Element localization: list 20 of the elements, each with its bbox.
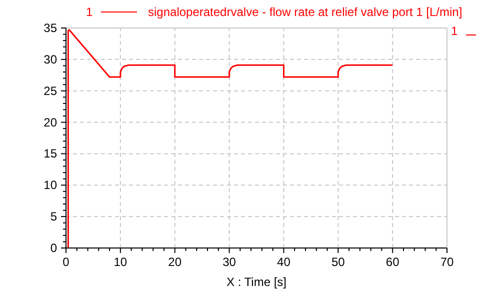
x-tick-label: 10: [114, 255, 128, 269]
x-tick-label: 50: [331, 255, 346, 269]
legend-title: 1: [451, 24, 458, 38]
y-tick-label: 30: [44, 52, 58, 66]
x-tick-label: 20: [168, 255, 182, 269]
y-tick-label: 15: [44, 146, 58, 161]
x-tick-label: 70: [440, 255, 454, 269]
y-tick-label: 35: [44, 21, 58, 35]
x-tick-label: 40: [277, 255, 291, 269]
x-tick-label: 0: [62, 255, 70, 269]
x-tick-label: 60: [386, 255, 400, 269]
y-tick-label: 20: [44, 115, 58, 130]
y-tick-label: 10: [44, 178, 58, 192]
legend-label: signaloperatedrvalve - flow rate at relief valve port 1 [L/min]: [148, 5, 462, 19]
x-axis-title: X : Time [s]: [226, 275, 287, 289]
text: 1: [86, 5, 93, 19]
y-tick-label: 0: [50, 241, 58, 255]
y-tick-label: 25: [44, 84, 58, 98]
x-tick-label: 30: [222, 255, 236, 269]
y-tick-label: 5: [50, 210, 58, 224]
